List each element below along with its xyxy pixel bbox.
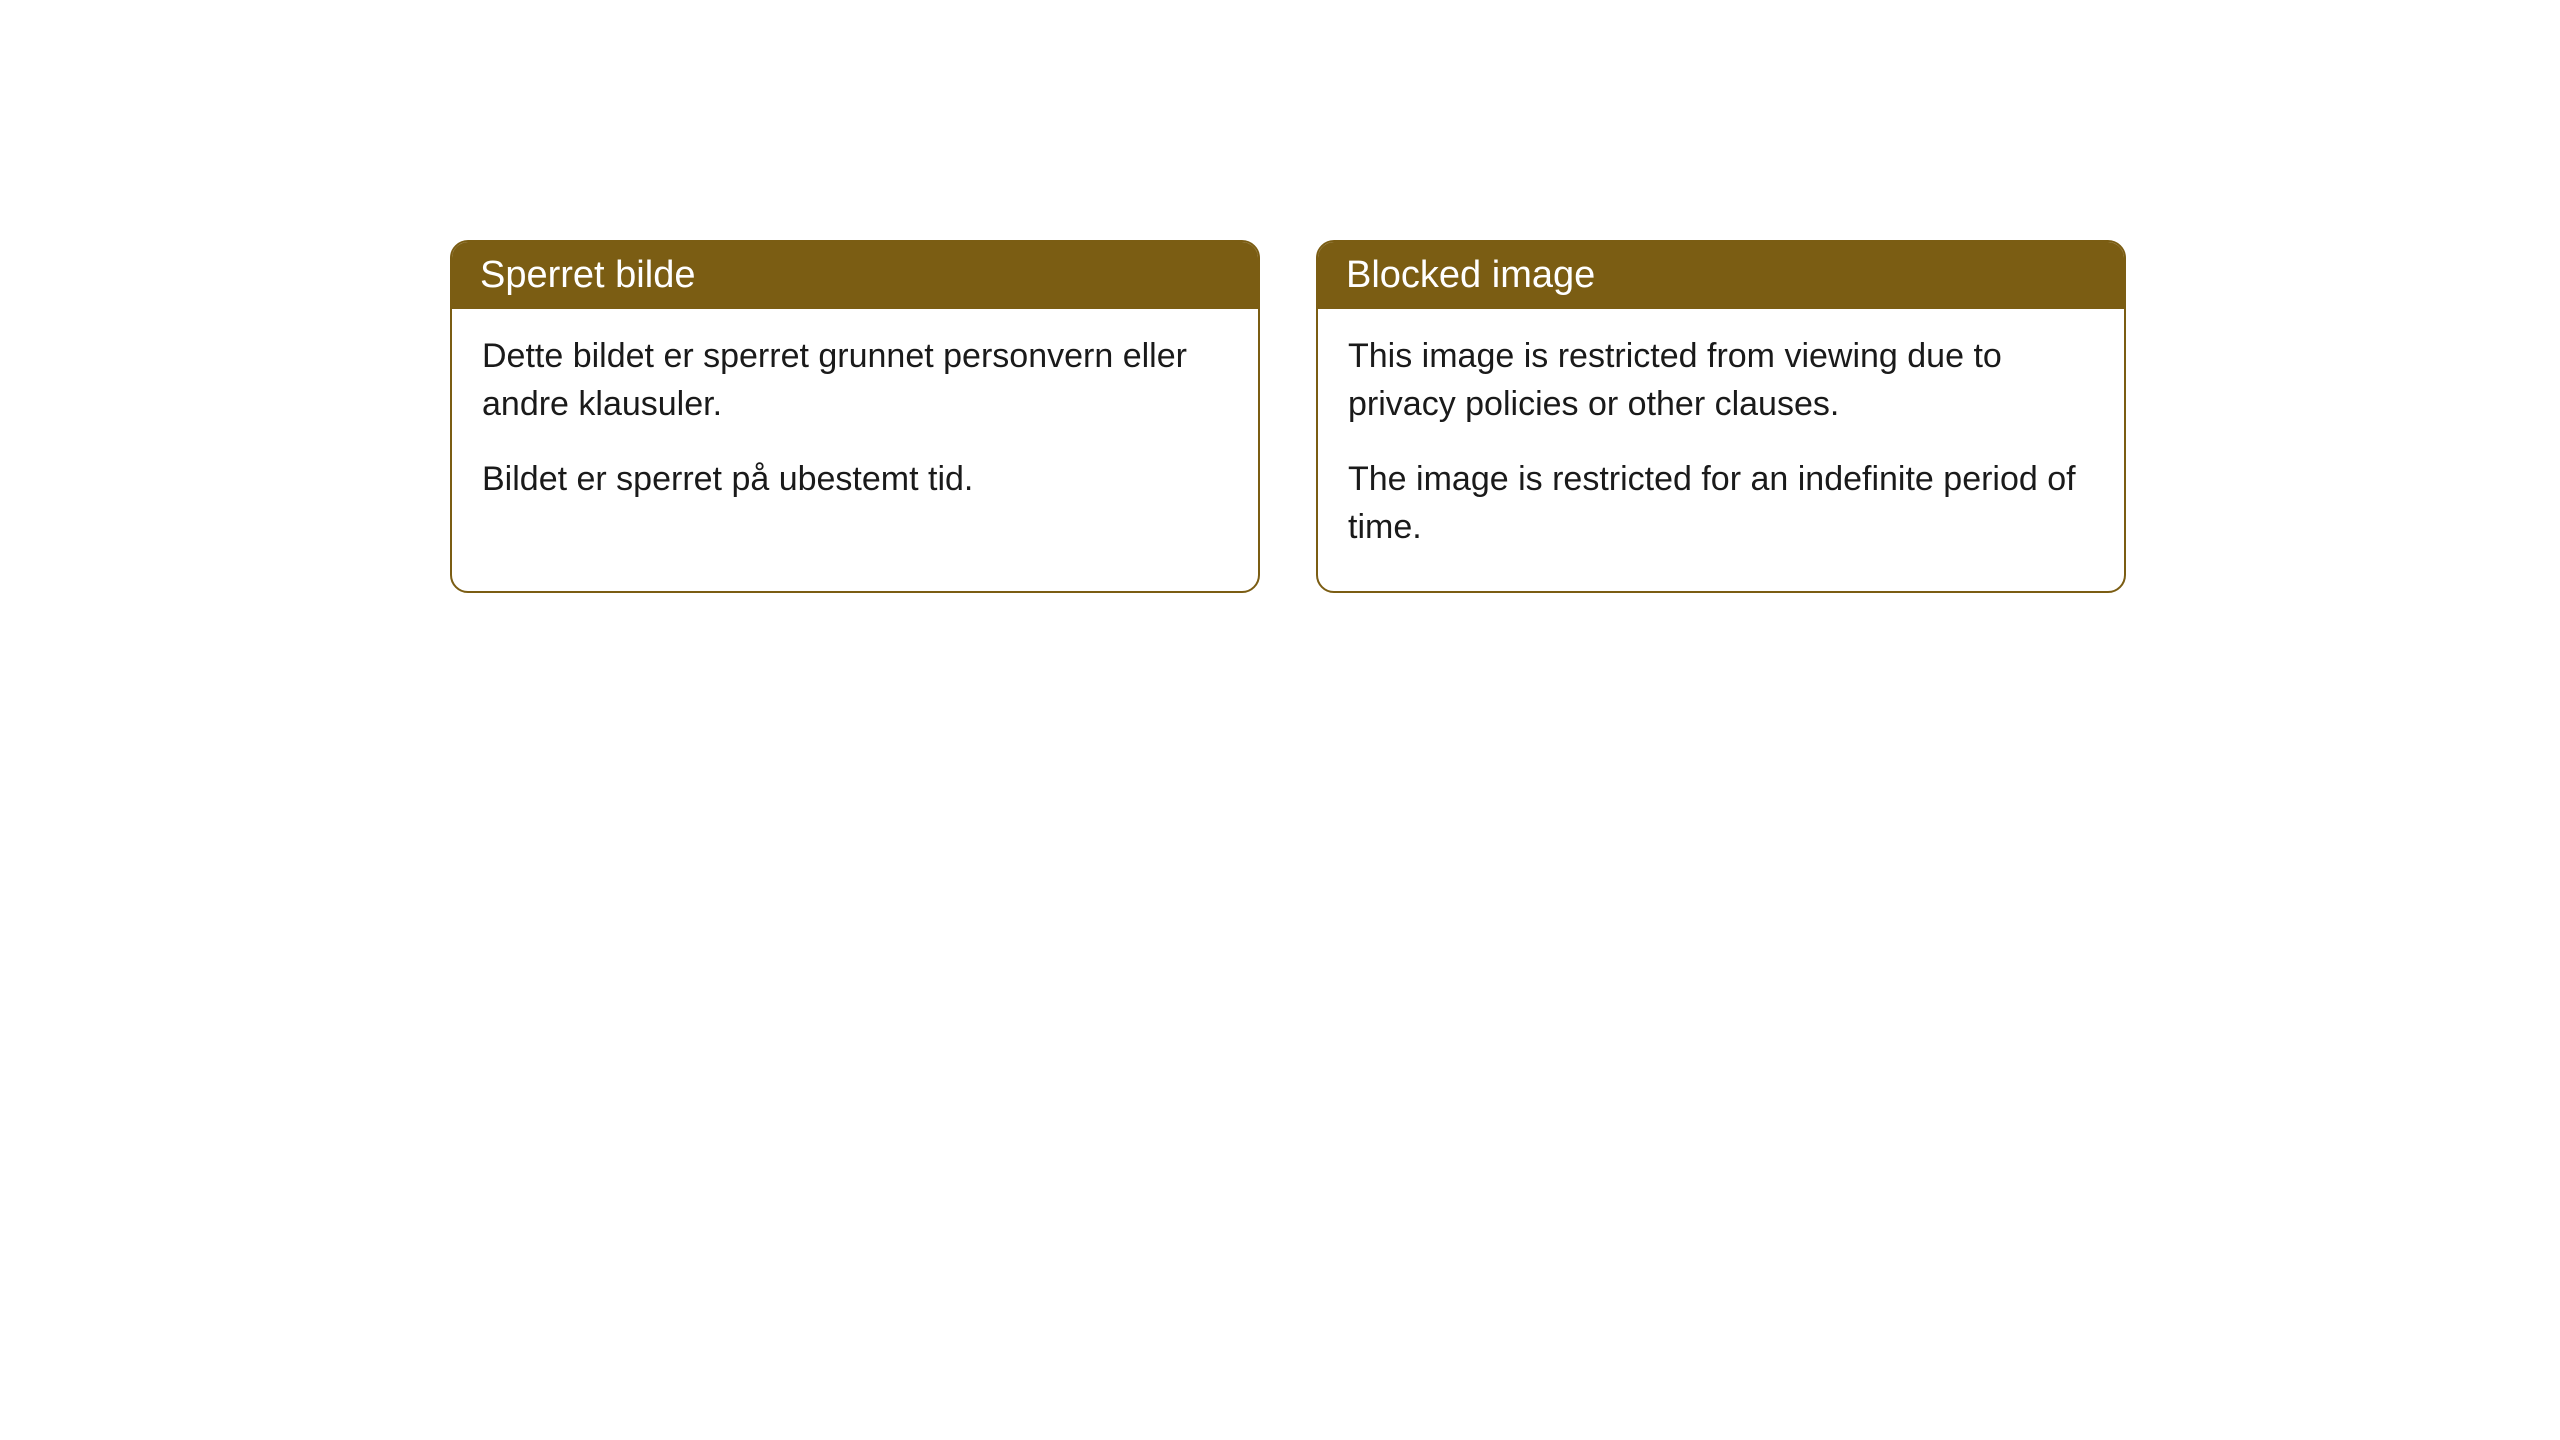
card-body: Dette bildet er sperret grunnet personve… (452, 309, 1258, 544)
card-paragraph: Bildet er sperret på ubestemt tid. (482, 456, 1228, 504)
card-title: Sperret bilde (480, 254, 695, 296)
card-paragraph: Dette bildet er sperret grunnet personve… (482, 333, 1228, 428)
card-header: Sperret bilde (452, 242, 1258, 309)
notice-card-norwegian: Sperret bilde Dette bildet er sperret gr… (450, 240, 1260, 593)
card-paragraph: This image is restricted from viewing du… (1348, 333, 2094, 428)
card-title: Blocked image (1346, 254, 1595, 296)
notice-cards-container: Sperret bilde Dette bildet er sperret gr… (450, 240, 2126, 593)
card-paragraph: The image is restricted for an indefinit… (1348, 456, 2094, 551)
card-body: This image is restricted from viewing du… (1318, 309, 2124, 591)
card-header: Blocked image (1318, 242, 2124, 309)
notice-card-english: Blocked image This image is restricted f… (1316, 240, 2126, 593)
